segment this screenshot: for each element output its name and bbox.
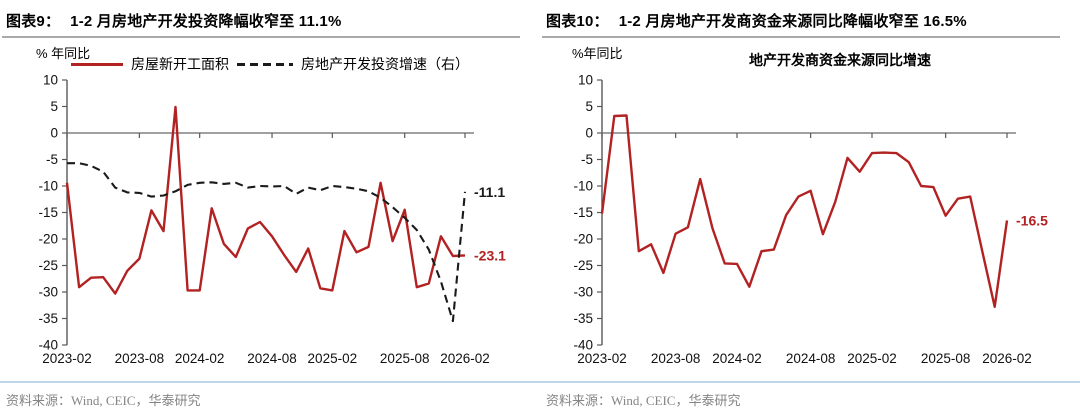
x-tick-label: 2023-02 xyxy=(42,351,92,366)
y-tick-label: -35 xyxy=(573,311,593,326)
y-tick-label: -20 xyxy=(38,232,58,247)
x-tick-label: 2023-08 xyxy=(651,351,701,366)
y-tick-label: 5 xyxy=(585,99,593,114)
y-tick-label: -30 xyxy=(38,285,58,300)
legend-label-housing-starts: 房屋新开工面积 xyxy=(131,58,229,73)
y-axis-unit-label: %年同比 xyxy=(572,46,623,61)
y-tick-label: 0 xyxy=(585,126,593,141)
x-tick-label: 2025-02 xyxy=(847,351,897,366)
figure-10-title: 图表10： 1-2 月房地产开发商资金来源同比降幅收窄至 16.5% xyxy=(546,10,1060,31)
figure-10-chart: %年同比 地产开发商资金来源同比增速 10 5 0 -5 -10 -15 -20 -25 -30… xyxy=(540,40,1080,376)
y-tick-label: -40 xyxy=(38,338,58,353)
y-tick-label: -35 xyxy=(38,311,58,326)
y-tick-label: -5 xyxy=(46,152,58,167)
x-tick-label: 2026-02 xyxy=(440,351,490,366)
x-tick-label: 2024-02 xyxy=(175,351,225,366)
title-divider xyxy=(542,36,1060,38)
y-tick-label: 10 xyxy=(43,73,58,88)
annotation--16.5: -16.5 xyxy=(1016,212,1048,228)
x-tick-label: 2024-08 xyxy=(247,351,297,366)
dashed-line-swatch xyxy=(237,62,293,66)
x-tick-label: 2025-02 xyxy=(308,351,358,366)
series-dashed-line xyxy=(67,162,467,323)
series-solid-line xyxy=(65,105,466,295)
x-tick-label: 2024-02 xyxy=(712,351,762,366)
x-tick-label: 2025-08 xyxy=(380,351,430,366)
figure-10-column: 图表10： 1-2 月房地产开发商资金来源同比降幅收窄至 16.5% %年同比 地… xyxy=(540,0,1080,380)
source-note-left: 资料来源：Wind, CEIC，华泰研究 xyxy=(6,393,201,408)
figure-10-title-text: 1-2 月房地产开发商资金来源同比降幅收窄至 16.5% xyxy=(618,13,967,30)
y-tick-label: 10 xyxy=(578,73,593,88)
source-note-right: 资料来源：Wind, CEIC，华泰研究 xyxy=(546,393,741,408)
y-tick-label: 0 xyxy=(50,126,58,141)
y-axis-unit-label: % 年同比 xyxy=(36,46,91,61)
footer-divider xyxy=(0,381,1080,383)
y-tick-label: -15 xyxy=(573,205,593,220)
x-tick-label: 2023-08 xyxy=(115,351,165,366)
y-tick-label: -25 xyxy=(573,258,593,273)
figure-9-chart: % 年同比 房屋新开工面积 房地产开发投资增速（右） 10 5 0 -5 -10 -15 -… xyxy=(0,40,540,376)
y-tick-label: -20 xyxy=(573,232,593,247)
figure-9-title-text: 1-2 月房地产开发投资降幅收窄至 11.1% xyxy=(70,13,342,30)
x-tick-label: 2026-02 xyxy=(982,351,1032,366)
legend-label-investment-growth: 房地产开发投资增速（右） xyxy=(301,58,469,73)
y-tick-label: -25 xyxy=(38,258,58,273)
y-tick-label: -10 xyxy=(573,179,593,194)
y-tick-label: -40 xyxy=(573,338,593,353)
figure-9-column: 图表9： 1-2 月房地产开发投资降幅收窄至 11.1% % 年同比 房屋新开工面… xyxy=(0,0,540,380)
figure-10-number: 图表10： xyxy=(546,13,609,30)
solid-line-swatch xyxy=(71,62,123,66)
figure-9-title: 图表9： 1-2 月房地产开发投资降幅收窄至 11.1% xyxy=(6,10,520,31)
y-tick-label: -15 xyxy=(38,205,58,220)
y-tick-label: -30 xyxy=(573,285,593,300)
y-tick-label: -10 xyxy=(38,179,58,194)
annotation--11.1: -11.1 xyxy=(474,184,505,200)
figure-9-number: 图表9： xyxy=(6,13,61,30)
title-divider xyxy=(2,36,520,38)
y-tick-label: 5 xyxy=(50,99,58,114)
x-tick-label: 2024-08 xyxy=(786,351,836,366)
x-tick-label: 2025-08 xyxy=(921,351,971,366)
y-tick-label: -5 xyxy=(581,152,593,167)
series-solid-line xyxy=(600,114,1009,308)
legend: 房屋新开工面积 房地产开发投资增速（右） xyxy=(0,54,540,74)
annotation--23.1: -23.1 xyxy=(474,247,506,263)
chart-inner-title: 地产开发商资金来源同比增速 xyxy=(749,54,931,69)
x-tick-label: 2023-02 xyxy=(577,351,627,366)
